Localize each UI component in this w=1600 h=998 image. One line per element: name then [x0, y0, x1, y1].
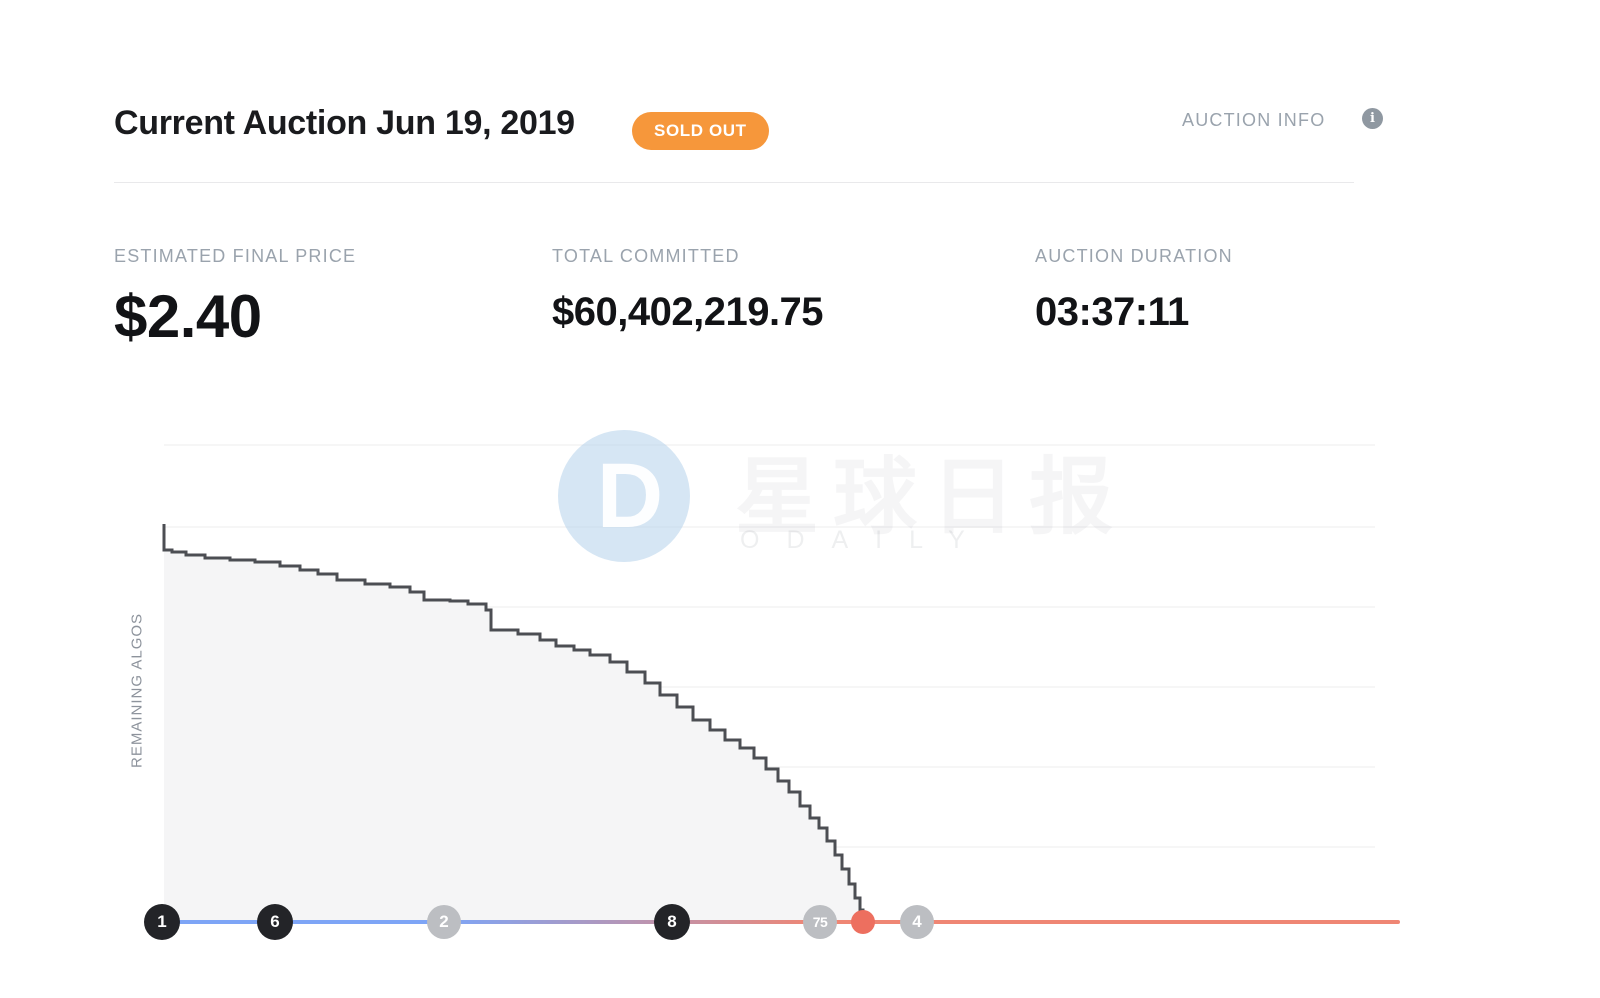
sold-out-badge: SOLD OUT: [632, 112, 769, 150]
watermark-latin-text: ODAILY: [740, 526, 992, 554]
y-axis-label: REMAINING ALGOS: [128, 612, 146, 768]
info-icon[interactable]: i: [1362, 108, 1383, 129]
timeline-dot: 1: [144, 904, 180, 940]
watermark-cjk-text: 星球日报: [735, 450, 1128, 544]
timeline-dot: 8: [654, 904, 690, 940]
timeline-dot: 4: [900, 905, 934, 939]
total-committed-label: TOTAL COMMITTED: [552, 246, 740, 266]
auction-duration-label: AUCTION DURATION: [1035, 246, 1233, 266]
odaily-logo-icon: D: [558, 430, 690, 562]
odaily-logo-letter: D: [596, 445, 664, 547]
header-divider: [114, 182, 1354, 183]
timeline-dot: 75: [803, 905, 837, 939]
estimated-final-price-label: ESTIMATED FINAL PRICE: [114, 246, 357, 266]
auction-info-label: AUCTION INFO: [1182, 110, 1326, 130]
page-title: Current Auction Jun 19, 2019: [114, 104, 575, 142]
estimated-final-price-value: $2.40: [114, 283, 262, 350]
timeline-dot: [851, 910, 875, 934]
auction-duration-value: 03:37:11: [1035, 290, 1189, 334]
timeline-dot: 2: [427, 905, 461, 939]
total-committed-value: $60,402,219.75: [552, 290, 824, 334]
timeline-dot: 6: [257, 904, 293, 940]
